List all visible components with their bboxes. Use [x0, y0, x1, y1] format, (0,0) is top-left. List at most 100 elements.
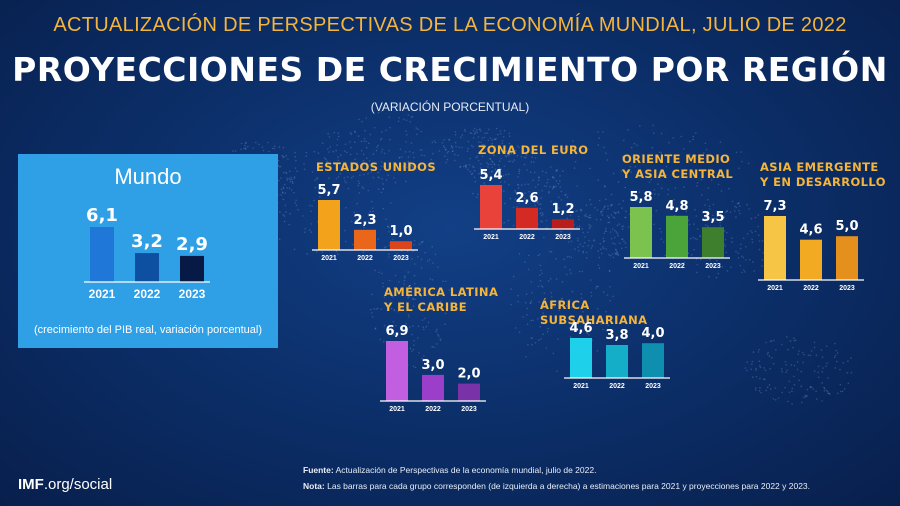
world-chart: 6,1 2021 3,2 2022 2,9 2023: [84, 205, 210, 301]
region-panel-asia-emergente: ASIA EMERGENTE Y EN DESARROLLO 7,3 2021 4,6 2…: [758, 160, 890, 300]
zona-del-euro-value-label: 2,6: [515, 191, 538, 206]
region-chart-estados-unidos: 5,7 2021 2,3 2022 1,0 2023: [312, 183, 418, 262]
region-chart-america-latina: 6,9 2021 3,0 2022 2,0 2023: [380, 324, 486, 413]
oriente-medio-bar-2023: [702, 227, 724, 258]
mundo-bar-2021: [90, 227, 114, 282]
region-title-line: Y EL CARIBE: [384, 300, 468, 314]
africa-subsahariana-value-label: 3,8: [605, 328, 628, 343]
asia-emergente-value-label: 7,3: [763, 199, 786, 214]
page-title: PROYECCIONES DE CRECIMIENTO POR REGIÓN: [12, 50, 888, 89]
oriente-medio-tick-label: 2021: [633, 263, 649, 270]
source-note: Fuente: Actualización de Perspectivas de…: [303, 465, 596, 475]
oriente-medio-value-label: 5,8: [629, 190, 652, 205]
america-latina-tick-label: 2021: [389, 406, 405, 413]
zona-del-euro-tick-label: 2021: [483, 234, 499, 241]
region-title: ÁFRICA SUBSAHARIANA: [540, 298, 670, 328]
zona-del-euro-value-label: 5,4: [479, 168, 502, 183]
region-panel-estados-unidos: ESTADOS UNIDOS 5,7 2021 2,3 2022 1,0 2023: [312, 160, 446, 270]
zona-del-euro-bar-2021: [480, 185, 502, 229]
estados-unidos-bar-2023: [390, 241, 412, 250]
region-title-line: Y EN DESARROLLO: [760, 175, 886, 189]
region-title-line: ASIA EMERGENTE: [760, 160, 879, 174]
africa-subsahariana-bar-2023: [642, 343, 664, 378]
oriente-medio-value-label: 3,5: [701, 210, 724, 225]
page-subtitle: (VARIACIÓN PORCENTUAL): [370, 100, 530, 114]
america-latina-bar-2021: [386, 341, 408, 401]
oriente-medio-bar-2021: [630, 207, 652, 258]
estados-unidos-bar-2021: [318, 200, 340, 250]
asia-emergente-tick-label: 2022: [803, 285, 819, 292]
brand-imf: IMF: [18, 476, 44, 493]
region-panel-zona-del-euro: ZONA DEL EURO 5,4 2021 2,6 2022 1,2 2023: [474, 143, 608, 249]
region-title: ORIENTE MEDIO Y ASIA CENTRAL: [622, 152, 733, 182]
america-latina-bar-2023: [458, 383, 480, 401]
region-chart-africa-subsahariana: 4,6 2021 3,8 2022 4,0 2023: [564, 321, 670, 390]
region-title: ESTADOS UNIDOS: [316, 160, 436, 175]
region-chart-zona-del-euro: 5,4 2021 2,6 2022 1,2 2023: [474, 168, 580, 241]
estados-unidos-bars: 5,7 2021 2,3 2022 1,0 2023: [312, 183, 418, 262]
note-label: Nota:: [303, 481, 325, 491]
world-panel-title: Mundo: [114, 164, 182, 189]
asia-emergente-bar-2021: [764, 216, 786, 280]
mundo-tick-label: 2022: [134, 287, 161, 301]
asia-emergente-bar-2022: [800, 239, 822, 280]
top-title: ACTUALIZACIÓN DE PERSPECTIVAS DE LA ECON…: [53, 14, 847, 36]
mundo-bar-2023: [180, 255, 204, 282]
africa-subsahariana-tick-label: 2022: [609, 383, 625, 390]
region-title: ASIA EMERGENTE Y EN DESARROLLO: [760, 160, 886, 190]
world-panel: Mundo 6,1 2021 3,2 2022 2,9 2023 (crecimiento…: [18, 154, 278, 348]
imf-social-link[interactable]: IMF.org/social: [18, 476, 112, 493]
asia-emergente-value-label: 4,6: [799, 223, 822, 238]
asia-emergente-tick-label: 2021: [767, 285, 783, 292]
estados-unidos-value-label: 1,0: [389, 224, 412, 239]
zona-del-euro-tick-label: 2023: [555, 234, 571, 241]
estados-unidos-bar-2022: [354, 229, 376, 250]
world-panel-note: (crecimiento del PIB real, variación por…: [33, 324, 263, 336]
region-chart-oriente-medio: 5,8 2021 4,8 2022 3,5 2023: [624, 190, 730, 270]
mundo-tick-label: 2023: [179, 287, 206, 301]
africa-subsahariana-tick-label: 2023: [645, 383, 661, 390]
zona-del-euro-value-label: 1,2: [551, 202, 574, 217]
region-title-line: Y ASIA CENTRAL: [622, 167, 734, 181]
asia-emergente-bars: 7,3 2021 4,6 2022 5,0 2023: [758, 199, 864, 292]
mundo-value-label: 3,2: [131, 231, 163, 252]
estados-unidos-tick-label: 2023: [393, 255, 409, 262]
mundo-tick-label: 2021: [89, 287, 116, 301]
region-title: ZONA DEL EURO: [478, 143, 588, 158]
zona-del-euro-bars: 5,4 2021 2,6 2022 1,2 2023: [474, 168, 580, 241]
oriente-medio-bar-2022: [666, 215, 688, 258]
mundo-bars: 6,1 2021 3,2 2022 2,9 2023: [84, 205, 210, 301]
africa-subsahariana-tick-label: 2021: [573, 383, 589, 390]
africa-subsahariana-bar-2022: [606, 345, 628, 378]
region-panel-america-latina: AMÉRICA LATINA Y EL CARIBE 6,9 2021 3,0 2022 2…: [380, 285, 514, 421]
america-latina-bar-2022: [422, 374, 444, 401]
zona-del-euro-tick-label: 2022: [519, 234, 535, 241]
africa-subsahariana-value-label: 4,6: [569, 321, 592, 336]
region-title-line: ESTADOS UNIDOS: [316, 160, 437, 174]
estados-unidos-value-label: 2,3: [353, 213, 376, 228]
region-title-line: ZONA DEL EURO: [478, 143, 589, 157]
map-dots: [219, 110, 853, 405]
africa-subsahariana-bars: 4,6 2021 3,8 2022 4,0 2023: [564, 321, 670, 390]
america-latina-value-label: 3,0: [421, 358, 444, 373]
oriente-medio-tick-label: 2022: [669, 263, 685, 270]
asia-emergente-value-label: 5,0: [835, 219, 858, 234]
zona-del-euro-bar-2023: [552, 219, 574, 229]
estados-unidos-value-label: 5,7: [317, 183, 340, 198]
mundo-value-label: 6,1: [86, 205, 118, 226]
oriente-medio-value-label: 4,8: [665, 199, 688, 214]
source-label: Fuente:: [303, 465, 334, 475]
region-chart-asia-emergente: 7,3 2021 4,6 2022 5,0 2023: [758, 199, 864, 292]
mundo-bar-2022: [135, 253, 159, 282]
region-panel-africa-subsahariana: ÁFRICA SUBSAHARIANA 4,6 2021 3,8 2022 4,0 2023: [540, 298, 670, 398]
africa-subsahariana-value-label: 4,0: [641, 326, 664, 341]
region-title-line: ÁFRICA SUBSAHARIANA: [540, 298, 648, 327]
estados-unidos-tick-label: 2021: [321, 255, 337, 262]
footnote: Nota: Las barras para cada grupo corresp…: [303, 481, 810, 491]
america-latina-value-label: 2,0: [457, 367, 480, 382]
asia-emergente-tick-label: 2023: [839, 285, 855, 292]
mundo-value-label: 2,9: [176, 234, 208, 255]
zona-del-euro-bar-2022: [516, 207, 538, 229]
region-title: AMÉRICA LATINA Y EL CARIBE: [384, 285, 498, 315]
region-panel-oriente-medio: ORIENTE MEDIO Y ASIA CENTRAL 5,8 2021 4,8 202…: [622, 152, 752, 278]
